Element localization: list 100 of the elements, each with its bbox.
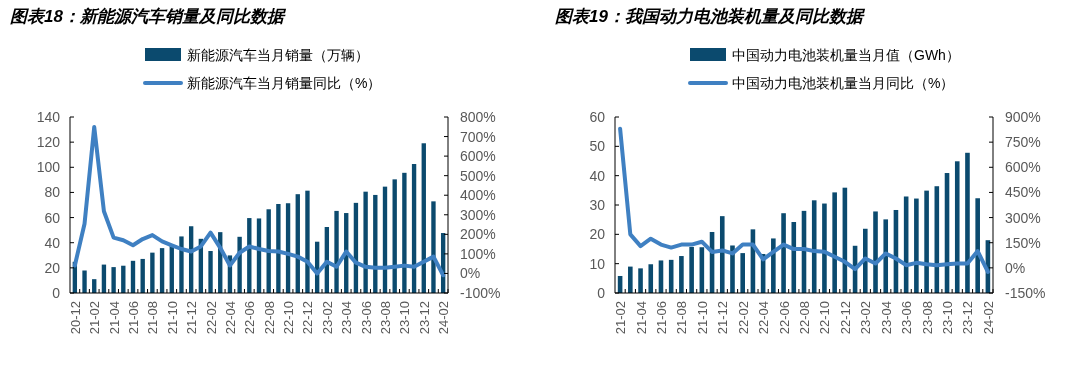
y2-tick-label: 400%	[460, 187, 496, 204]
x-tick-label: 21-12	[715, 301, 731, 335]
legend-label: 中国动力电池装机量当月同比（%）	[732, 75, 955, 91]
x-tick-label: 22-06	[242, 301, 258, 335]
x-tick-label: 22-02	[203, 301, 219, 335]
x-tick-label: 21-10	[164, 301, 180, 335]
bar	[648, 264, 654, 293]
y-tick-label: 60	[44, 209, 61, 226]
bar	[863, 228, 868, 293]
y2-tick-label: 300%	[1005, 209, 1041, 226]
y-tick-label: 40	[589, 167, 606, 184]
bar	[431, 201, 436, 293]
x-tick-label: 22-12	[300, 301, 316, 335]
x-tick-label: 21-02	[87, 301, 103, 335]
y2-tick-label: 100%	[460, 245, 496, 262]
y-tick-label: 10	[589, 255, 606, 272]
bar	[689, 246, 694, 293]
y-tick-label: 0	[597, 285, 606, 301]
bar	[883, 219, 889, 293]
x-tick-label: 22-04	[756, 301, 772, 335]
y2-tick-label: 600%	[460, 148, 496, 165]
bar	[832, 192, 837, 293]
y2-tick-label: 0%	[460, 265, 481, 282]
bar	[111, 267, 116, 293]
x-tick-label: 21-10	[694, 301, 710, 335]
x-tick-label: 23-02	[319, 301, 335, 335]
y2-tick-label: 750%	[1005, 134, 1041, 151]
y-tick-label: 20	[44, 259, 61, 276]
x-tick-label: 23-04	[878, 301, 894, 335]
bar	[628, 266, 633, 293]
bar	[208, 251, 213, 293]
bar	[730, 245, 735, 293]
x-tick-label: 23-06	[358, 301, 374, 335]
x-tick-label: 21-02	[613, 301, 629, 335]
x-tick-label: 21-06	[126, 301, 141, 335]
x-tick-label: 24-02	[980, 301, 996, 335]
bar	[276, 203, 281, 293]
y-tick-label: 80	[44, 184, 61, 201]
bar	[975, 198, 980, 293]
x-tick-label: 23-06	[899, 301, 915, 335]
legend-label: 中国动力电池装机量当月值（GWh）	[732, 47, 960, 63]
bar	[719, 216, 725, 293]
x-tick-label: 22-08	[261, 301, 277, 335]
y2-tick-label: -100%	[460, 285, 501, 301]
bar	[159, 248, 165, 293]
x-tick-label: 21-12	[184, 301, 200, 335]
bar	[914, 198, 919, 293]
y2-tick-label: 700%	[460, 128, 496, 145]
bar	[965, 152, 970, 293]
x-tick-label: 22-10	[817, 301, 833, 335]
x-tick-label: 22-04	[222, 301, 238, 335]
y-tick-label: 0	[52, 285, 61, 301]
y2-tick-label: 300%	[460, 206, 496, 223]
bar	[740, 253, 745, 293]
x-tick-label: 21-08	[145, 301, 161, 335]
x-tick-label: 22-08	[797, 301, 812, 335]
x-tick-label: 23-10	[397, 301, 413, 335]
y-tick-label: 30	[589, 197, 606, 213]
bar	[771, 238, 776, 293]
bar	[791, 222, 797, 293]
bar	[811, 200, 817, 293]
bar	[638, 268, 643, 293]
bar	[679, 256, 684, 293]
x-tick-label: 23-02	[858, 301, 874, 335]
x-tick-label: 22-10	[281, 301, 297, 335]
x-tick-label: 23-08	[378, 301, 393, 335]
x-tick-label: 21-08	[674, 301, 690, 335]
y-tick-label: 40	[44, 234, 61, 251]
y2-tick-label: 500%	[460, 167, 496, 184]
x-tick-label: 23-12	[416, 301, 432, 335]
x-tick-label: 21-06	[653, 301, 669, 335]
y-tick-label: 60	[589, 109, 606, 125]
y2-tick-label: -150%	[1005, 285, 1046, 301]
bar	[179, 236, 184, 293]
chart-title: 图表18：新能源汽车销量及同比数据	[10, 7, 287, 26]
x-tick-label: 22-12	[837, 301, 853, 335]
x-tick-label: 23-10	[940, 301, 956, 335]
x-tick-label: 24-02	[436, 301, 452, 335]
y-tick-label: 120	[36, 134, 61, 151]
bar	[305, 190, 310, 293]
line-series	[618, 126, 990, 274]
y2-tick-label: 200%	[460, 226, 496, 243]
y2-tick-label: 600%	[1005, 159, 1041, 176]
y2-tick-label: 800%	[460, 109, 496, 125]
line-series	[72, 124, 446, 278]
x-tick-label: 21-04	[106, 301, 122, 335]
x-tick-label: 22-06	[776, 301, 792, 335]
y2-tick-label: 150%	[1005, 234, 1041, 251]
bar	[150, 252, 155, 293]
x-tick-label: 22-02	[735, 301, 751, 335]
y-tick-label: 50	[589, 138, 606, 155]
x-tick-label: 20-12	[67, 301, 83, 335]
x-tick-label: 23-04	[339, 301, 355, 335]
bar	[954, 161, 960, 293]
bar	[334, 210, 339, 293]
y-tick-label: 140	[36, 109, 61, 125]
bar	[781, 213, 786, 293]
y2-tick-label: 900%	[1005, 109, 1041, 125]
chart-title: 图表19：我国动力电池装机量及同比数据	[555, 7, 866, 26]
bar	[822, 203, 827, 293]
